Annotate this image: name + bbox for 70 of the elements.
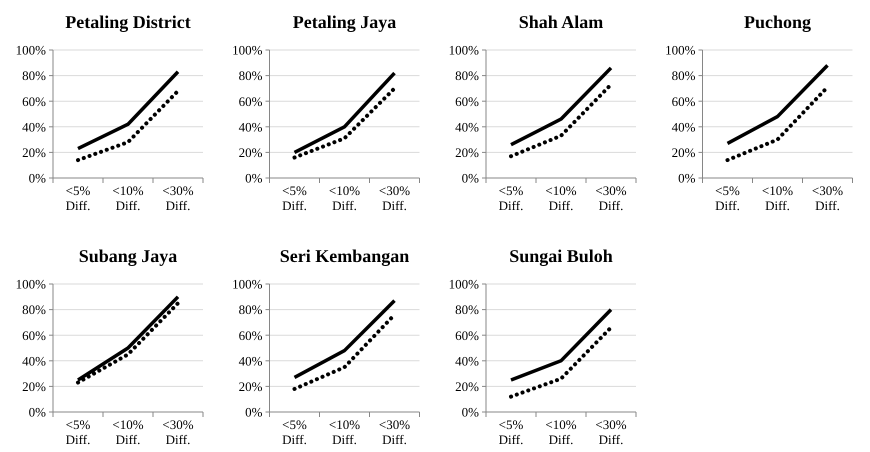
x-tick-label: <5% Diff. (66, 417, 90, 447)
chart-title: Shah Alam (518, 12, 604, 32)
x-tick-label: <10% Diff. (112, 183, 144, 213)
y-tick-label: 100% (232, 42, 263, 58)
x-tick-label: <5% Diff. (66, 183, 90, 213)
x-tick-label: <10% Diff. (328, 417, 360, 447)
y-tick-label: 80% (455, 302, 480, 318)
y-tick-label: 20% (22, 378, 46, 394)
y-tick-label: 60% (238, 328, 263, 343)
y-tick-label: 20% (238, 144, 263, 160)
y-tick-label: 20% (455, 378, 480, 394)
x-tick-label: <30% Diff. (595, 183, 627, 213)
chart-title: Petaling District (65, 12, 191, 32)
y-tick-label: 80% (238, 302, 263, 318)
y-tick-label: 80% (672, 68, 696, 84)
y-tick-label: 80% (238, 68, 263, 84)
x-tick-label: <10% Diff. (545, 183, 577, 213)
chart-title: Seri Kembangan (280, 246, 410, 266)
x-tick-label: <5% Diff. (282, 417, 307, 447)
y-tick-label: 0% (28, 170, 46, 186)
x-tick-label: <10% Diff. (112, 417, 144, 447)
y-tick-label: 0% (245, 170, 263, 186)
y-tick-label: 100% (232, 276, 263, 292)
x-tick-label: <30% Diff. (812, 183, 844, 213)
x-tick-label: <30% Diff. (595, 417, 627, 447)
y-tick-label: 40% (22, 119, 46, 134)
y-tick-label: 60% (455, 328, 480, 343)
y-tick-label: 0% (28, 404, 46, 420)
chart-title: Puchong (744, 12, 812, 32)
y-tick-label: 40% (455, 353, 480, 368)
y-tick-label: 100% (16, 276, 46, 292)
x-tick-label: <10% Diff. (545, 417, 577, 447)
x-tick-label: <5% Diff. (282, 183, 307, 213)
y-tick-label: 40% (455, 119, 480, 134)
x-tick-label: <30% Diff. (162, 183, 194, 213)
chart-title: Subang Jaya (78, 246, 178, 266)
y-tick-label: 0% (245, 404, 263, 420)
x-tick-label: <10% Diff. (328, 183, 360, 213)
y-tick-label: 20% (22, 144, 46, 160)
y-tick-label: 80% (455, 68, 480, 84)
y-tick-label: 60% (455, 94, 480, 109)
x-tick-label: <10% Diff. (762, 183, 794, 213)
y-tick-label: 100% (16, 42, 46, 58)
y-tick-label: 40% (672, 119, 696, 134)
y-tick-label: 0% (462, 404, 480, 420)
y-tick-label: 80% (22, 302, 46, 318)
y-tick-label: 0% (462, 170, 480, 186)
y-tick-label: 40% (22, 353, 46, 368)
x-tick-label: <30% Diff. (378, 417, 410, 447)
x-tick-label: <5% Diff. (498, 417, 524, 447)
y-tick-label: 60% (22, 328, 46, 343)
y-tick-label: 0% (678, 170, 696, 186)
chart-title: Petaling Jaya (292, 12, 396, 32)
x-tick-label: <5% Diff. (715, 183, 740, 213)
y-tick-label: 40% (238, 119, 263, 134)
x-tick-label: <30% Diff. (378, 183, 410, 213)
y-tick-label: 60% (672, 94, 696, 109)
y-tick-label: 20% (455, 144, 480, 160)
x-tick-label: <5% Diff. (498, 183, 524, 213)
y-tick-label: 80% (22, 68, 46, 84)
y-tick-label: 100% (665, 42, 696, 58)
x-tick-label: <30% Diff. (162, 417, 194, 447)
y-tick-label: 40% (238, 353, 263, 368)
chart-title: Sungai Buloh (509, 246, 613, 266)
y-tick-label: 60% (22, 94, 46, 109)
y-tick-label: 100% (448, 276, 480, 292)
y-tick-label: 20% (238, 378, 263, 394)
y-tick-label: 60% (238, 94, 263, 109)
y-tick-label: 20% (672, 144, 696, 160)
y-tick-label: 100% (448, 42, 480, 58)
